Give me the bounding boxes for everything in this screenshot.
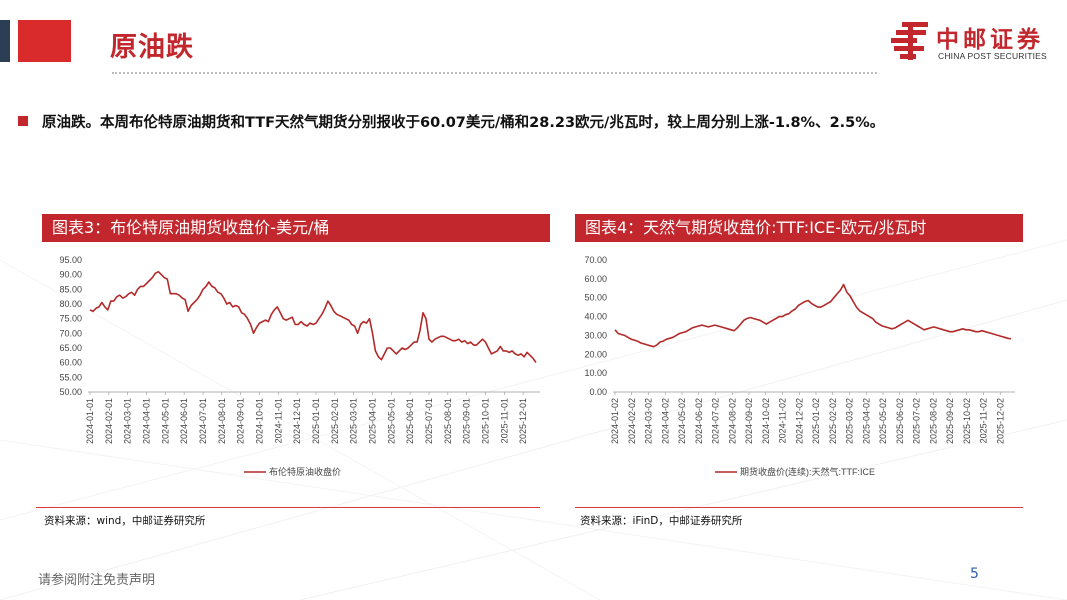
y-tick-label: 0.00 — [589, 387, 607, 397]
series-line — [614, 283, 1012, 348]
x-tick-label: 2024-01-01 — [85, 398, 95, 444]
y-tick-label: 60.00 — [59, 358, 82, 368]
y-tick-label: 30.00 — [584, 330, 607, 340]
series-line — [89, 270, 537, 363]
x-tick-label: 2024-08-02 — [727, 398, 737, 444]
x-tick-label: 2024-06-02 — [694, 398, 704, 444]
x-tick-label: 2025-08-02 — [928, 398, 938, 444]
title-divider — [112, 72, 877, 74]
y-tick-label: 10.00 — [584, 368, 607, 378]
x-tick-label: 2025-01-02 — [811, 398, 821, 444]
chart-source: 资料来源：wind，中邮证券研究所 — [44, 515, 206, 527]
y-tick-label: 40.00 — [584, 312, 607, 322]
y-tick-label: 65.00 — [59, 343, 82, 353]
chart-panel-ttf: 图表4：天然气期货收盘价:TTF:ICE-欧元/兆瓦时 — [575, 214, 1023, 242]
chart-title: 图表4：天然气期货收盘价:TTF:ICE-欧元/兆瓦时 — [575, 214, 1023, 242]
x-tick-label: 2025-02-02 — [828, 398, 838, 444]
x-tick-label: 2024-05-02 — [677, 398, 687, 444]
y-tick-label: 60.00 — [584, 274, 607, 284]
source-divider — [575, 507, 1023, 508]
x-tick-label: 2025-03-01 — [349, 398, 359, 444]
x-tick-label: 2024-04-01 — [142, 398, 152, 444]
x-tick-label: 2024-11-01 — [273, 398, 283, 443]
y-tick-label: 70.00 — [59, 328, 82, 338]
x-tick-label: 2024-01-02 — [610, 398, 620, 444]
x-tick-label: 2024-12-01 — [292, 398, 302, 444]
y-tick-label: 20.00 — [584, 349, 607, 359]
legend-label: 期货收盘价(连续):天然气:TTF:ICE — [740, 466, 875, 477]
brent-chart: 95.00 90.00 85.00 80.00 75.00 70.00 65.00 60.00… — [59, 255, 540, 477]
header-red-block — [18, 20, 71, 62]
x-tick-label: 2025-11-01 — [499, 398, 509, 443]
legend-label: 布伦特原油收盘价 — [269, 466, 341, 477]
x-tick-label: 2025-08-01 — [443, 398, 453, 444]
x-tick-label: 2025-04-02 — [861, 398, 871, 444]
x-tick-label: 2025-09-01 — [462, 398, 472, 444]
x-tick-label: 2025-03-02 — [845, 398, 855, 444]
chart-title: 图表3：布伦特原油期货收盘价-美元/桶 — [42, 214, 550, 242]
x-tick-label: 2025-06-02 — [895, 398, 905, 444]
disclaimer-text: 请参阅附注免责声明 — [38, 573, 156, 588]
source-divider — [36, 507, 540, 508]
x-tick-label: 2024-09-02 — [744, 398, 754, 444]
brand-english-name: CHINA POST SECURITIES — [938, 51, 1047, 61]
y-tick-label: 70.00 — [584, 255, 607, 265]
y-tick-label: 85.00 — [59, 284, 82, 294]
x-tick-label: 2024-05-01 — [160, 398, 170, 444]
x-tick-label: 2025-12-01 — [518, 398, 528, 444]
x-tick-label: 2025-10-02 — [962, 398, 972, 444]
x-tick-label: 2024-04-02 — [660, 398, 670, 444]
y-tick-label: 55.00 — [59, 372, 82, 382]
page-number: 5 — [970, 566, 979, 582]
x-tick-label: 2025-04-01 — [368, 398, 378, 444]
x-tick-label: 2025-09-02 — [945, 398, 955, 444]
summary-text: 原油跌。本周布伦特原油期货和TTF天然气期货分别报收于60.07美元/桶和28.… — [42, 115, 885, 131]
y-tick-label: 75.00 — [59, 314, 82, 324]
ttf-chart: 70.0060.0050.0040.0030.0020.0010.000.002… — [584, 255, 1015, 477]
x-tick-label: 2024-02-01 — [104, 398, 114, 444]
y-tick-label: 50.00 — [59, 387, 82, 397]
x-tick-label: 2024-10-02 — [761, 398, 771, 444]
x-tick-label: 2025-05-01 — [386, 398, 396, 444]
x-tick-label: 2025-07-01 — [424, 398, 434, 444]
brand: 中邮证券 CHINA POST SECURITIES — [888, 18, 1058, 64]
header-accent-bar — [0, 20, 10, 62]
x-tick-label: 2025-02-01 — [330, 398, 340, 444]
chart-source: 资料来源：iFinD，中邮证券研究所 — [580, 515, 743, 527]
bullet-icon — [18, 116, 28, 126]
y-tick-label: 50.00 — [584, 293, 607, 303]
x-tick-label: 2024-07-01 — [198, 398, 208, 444]
x-tick-label: 2025-06-01 — [405, 398, 415, 444]
x-tick-label: 2024-11-02 — [778, 398, 788, 443]
y-tick-label: 90.00 — [59, 270, 82, 280]
x-tick-label: 2025-12-02 — [995, 398, 1005, 444]
china-post-logo-icon — [891, 22, 928, 60]
x-tick-label: 2025-01-01 — [311, 398, 321, 444]
x-tick-label: 2024-12-02 — [794, 398, 804, 444]
x-tick-label: 2024-02-02 — [627, 398, 637, 444]
x-tick-label: 2025-05-02 — [878, 398, 888, 444]
x-tick-label: 2025-11-02 — [979, 398, 989, 443]
x-tick-label: 2024-09-01 — [236, 398, 246, 444]
x-tick-label: 2024-06-01 — [179, 398, 189, 444]
x-tick-label: 2024-07-02 — [711, 398, 721, 444]
y-tick-label: 95.00 — [59, 255, 82, 265]
y-tick-label: 80.00 — [59, 299, 82, 309]
page-title: 原油跌 — [110, 32, 194, 63]
x-tick-label: 2025-07-02 — [912, 398, 922, 444]
x-tick-label: 2024-08-01 — [217, 398, 227, 444]
x-tick-label: 2025-10-01 — [481, 398, 491, 444]
x-tick-label: 2024-03-01 — [123, 398, 133, 444]
brand-name: 中邮证券 — [936, 27, 1044, 53]
x-tick-label: 2024-10-01 — [255, 398, 265, 444]
x-tick-label: 2024-03-02 — [644, 398, 654, 444]
chart-panel-brent: 图表3：布伦特原油期货收盘价-美元/桶 — [42, 214, 550, 242]
